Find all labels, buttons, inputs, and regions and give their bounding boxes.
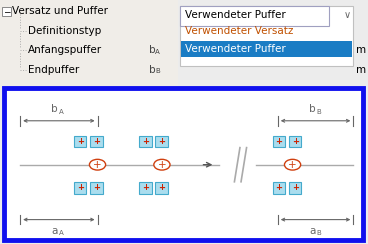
Text: Verwendeter Puffer: Verwendeter Puffer [185,10,286,20]
Circle shape [154,159,170,170]
Text: b: b [51,104,58,114]
Text: A: A [59,109,63,115]
Text: +: + [77,183,84,192]
FancyBboxPatch shape [0,0,178,90]
FancyBboxPatch shape [273,136,285,147]
FancyBboxPatch shape [180,6,329,26]
Circle shape [89,159,106,170]
Text: Verwendeter Versatz: Verwendeter Versatz [185,26,293,35]
Text: m: m [356,45,366,55]
Text: +: + [93,160,102,170]
Text: Verwendeter Puffer: Verwendeter Puffer [185,44,286,54]
FancyBboxPatch shape [139,136,152,147]
Text: +: + [288,160,297,170]
FancyBboxPatch shape [2,7,11,16]
Text: b: b [149,65,156,74]
Text: +: + [275,137,283,146]
FancyBboxPatch shape [289,182,301,194]
FancyBboxPatch shape [180,6,353,66]
Text: Endpuffer: Endpuffer [28,65,79,74]
Text: +: + [158,137,165,146]
Text: A: A [155,49,160,55]
FancyBboxPatch shape [4,88,363,240]
Text: +: + [142,183,149,192]
FancyBboxPatch shape [74,136,86,147]
Text: B: B [316,230,321,236]
Text: +: + [291,137,299,146]
Text: +: + [77,137,84,146]
FancyBboxPatch shape [90,136,103,147]
Circle shape [284,159,301,170]
Text: Definitionstyp: Definitionstyp [28,26,101,35]
FancyBboxPatch shape [273,182,285,194]
Text: b: b [149,45,156,55]
FancyBboxPatch shape [289,136,301,147]
FancyBboxPatch shape [181,41,352,57]
Text: b: b [309,104,315,114]
Text: B: B [316,109,321,115]
FancyBboxPatch shape [139,182,152,194]
Text: +: + [275,183,283,192]
Text: +: + [158,160,166,170]
Text: −: − [3,7,10,16]
Text: Versatz und Puffer: Versatz und Puffer [12,6,108,16]
Text: A: A [59,230,63,236]
FancyBboxPatch shape [74,182,86,194]
Text: +: + [93,183,100,192]
FancyBboxPatch shape [155,136,168,147]
Text: +: + [93,137,100,146]
Text: Anfangspuffer: Anfangspuffer [28,45,102,55]
Text: m: m [356,65,366,74]
Text: B: B [155,69,160,74]
Text: +: + [158,183,165,192]
Text: a: a [309,226,315,235]
Text: a: a [51,226,58,235]
FancyBboxPatch shape [155,182,168,194]
FancyBboxPatch shape [90,182,103,194]
Text: +: + [291,183,299,192]
Text: ∨: ∨ [344,10,351,20]
Text: +: + [142,137,149,146]
